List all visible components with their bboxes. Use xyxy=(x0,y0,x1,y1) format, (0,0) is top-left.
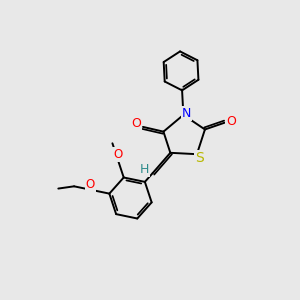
Text: S: S xyxy=(195,151,204,165)
Text: O: O xyxy=(85,178,95,191)
Text: O: O xyxy=(113,148,122,161)
Text: O: O xyxy=(131,117,141,130)
Text: H: H xyxy=(140,163,149,176)
Text: O: O xyxy=(226,115,236,128)
Text: N: N xyxy=(182,107,191,120)
